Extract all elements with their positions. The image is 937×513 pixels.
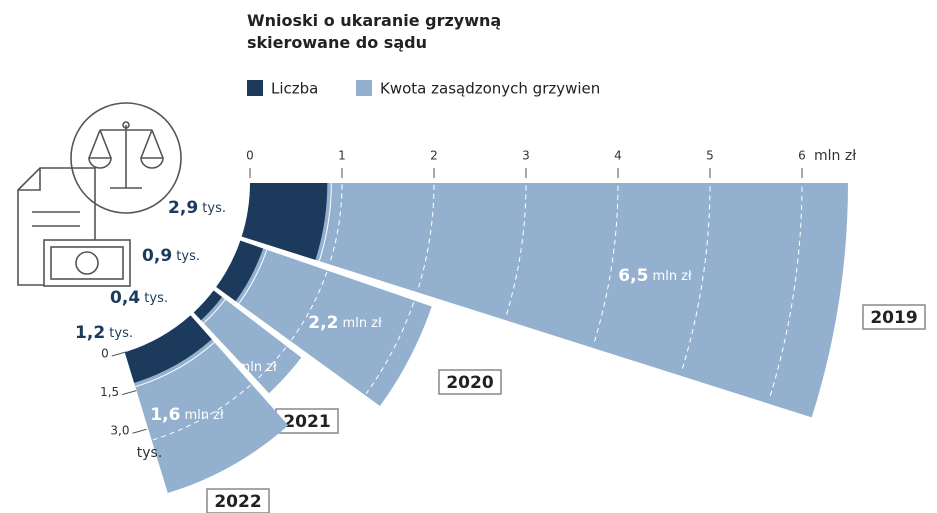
tick-label: 1 <box>338 149 346 163</box>
legend-label: Liczba <box>271 80 318 98</box>
grid-arc <box>417 184 435 291</box>
tick-label: 4 <box>614 149 622 163</box>
value-unit: mln zł <box>233 360 277 375</box>
category-label: 2019 <box>870 308 917 328</box>
bar <box>216 240 264 302</box>
tick-label: 0 <box>101 346 109 360</box>
tick-label: 1,5 <box>100 385 119 399</box>
category-box <box>862 304 926 330</box>
grid-arc <box>329 184 343 264</box>
value-label: 2,2 mln zł <box>308 313 382 333</box>
axis-unit: mln zł <box>814 148 856 164</box>
bar <box>193 290 223 321</box>
value-label: 0,4 tys. <box>110 288 168 308</box>
value-label: 1,2 tys. <box>75 323 133 343</box>
value-unit: tys. <box>172 249 200 264</box>
tick-label: 0 <box>246 149 254 163</box>
divider-arc <box>318 182 332 262</box>
value-unit: mln zł <box>338 316 382 331</box>
icons <box>17 102 182 287</box>
divider-arc <box>203 299 226 324</box>
grid-arc <box>768 186 803 400</box>
value-unit: tys. <box>198 201 226 216</box>
legend-swatch <box>356 80 372 96</box>
category-box <box>206 488 270 513</box>
value-unit: tys. <box>105 326 133 341</box>
grid-arc <box>152 384 251 441</box>
category-box <box>438 369 502 395</box>
category-label: 2022 <box>214 492 261 512</box>
category-label: 2020 <box>446 373 493 393</box>
value-label: 1,6 mln zł <box>150 405 224 425</box>
tick-label: 2 <box>430 149 438 163</box>
grid-arc <box>592 185 619 346</box>
axis-unit: tys. <box>137 445 163 461</box>
tick-mark <box>132 428 147 434</box>
value-label: 2,9 tys. <box>168 198 226 218</box>
tick-mark <box>111 351 126 357</box>
grid-arc <box>291 271 328 341</box>
value-number: 2,2 <box>308 313 338 333</box>
bar <box>216 240 432 407</box>
legend-label: Kwota zasądzonych grzywien <box>380 80 600 98</box>
chart-title: Wnioski o ukaranie grzywną skierowane do… <box>247 11 502 52</box>
bar <box>193 290 302 394</box>
divider-arc <box>135 341 215 388</box>
value-number: 0,9 <box>142 246 172 266</box>
tick-mark <box>122 390 137 396</box>
value-label: 6,5 mln zł <box>618 266 692 286</box>
value-number: 1,2 <box>75 323 105 343</box>
value-number: 1,6 <box>150 405 180 425</box>
value-number: 2,9 <box>168 198 198 218</box>
tick-label: 3 <box>522 149 530 163</box>
value-label: 0,9 tys. <box>142 246 200 266</box>
value-number: 6,5 <box>618 266 648 286</box>
value-unit: mln zł <box>180 408 224 423</box>
bar <box>241 183 849 418</box>
value-unit: mln zł <box>648 269 692 284</box>
legend-swatch <box>247 80 263 96</box>
grid-arc <box>257 347 287 380</box>
tick-label: 3,0 <box>110 424 129 438</box>
value-unit: tys. <box>140 291 168 306</box>
grid-arc <box>505 185 527 318</box>
bar <box>124 315 212 383</box>
tick-label: 6 <box>798 149 806 163</box>
grid-arc <box>680 186 711 373</box>
divider-arc <box>238 249 268 304</box>
category-label: 2021 <box>283 412 330 432</box>
value-number: 0,4 <box>110 288 140 308</box>
tick-label: 5 <box>706 149 714 163</box>
bar <box>241 183 328 260</box>
